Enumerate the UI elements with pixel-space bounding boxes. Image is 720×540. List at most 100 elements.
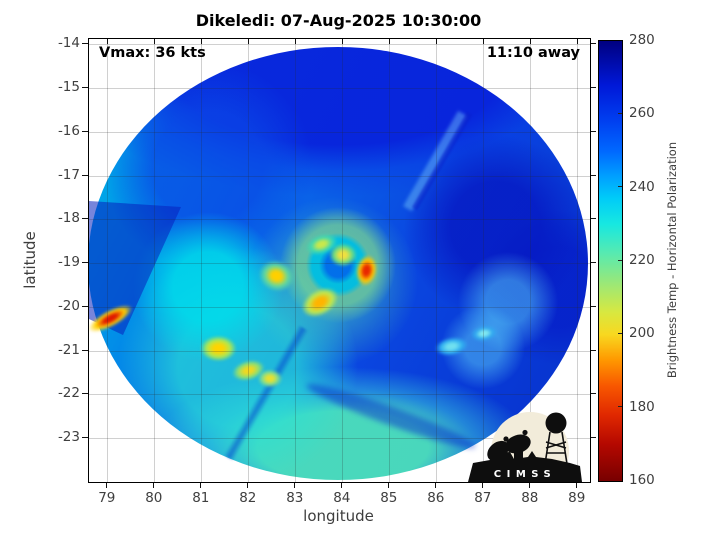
colorbar-tick-label: 220 <box>629 252 655 268</box>
x-tick-label: 86 <box>427 490 445 506</box>
y-tick-mark-right <box>591 349 596 351</box>
y-tick-mark-right <box>591 262 596 264</box>
y-tick-mark-right <box>591 437 596 439</box>
x-tick-mark <box>341 483 343 488</box>
gridline <box>154 39 156 482</box>
colorbar-tick-mark <box>618 112 622 114</box>
colorbar-tick-label: 260 <box>629 105 655 122</box>
y-tick-label: -16 <box>57 122 80 139</box>
gridline <box>89 394 590 396</box>
colorbar-tick-mark <box>618 332 622 334</box>
cimss-banner <box>468 451 582 482</box>
cimss-text: CIMSS <box>494 469 556 480</box>
y-tick-label: -14 <box>57 35 80 52</box>
gridline <box>248 39 250 482</box>
x-tick-label: 83 <box>286 490 304 506</box>
colorbar-label: Brightness Temp - Horizontal Polarizatio… <box>665 141 679 379</box>
y-axis-label: latitude <box>21 231 39 289</box>
x-tick-mark-top <box>201 39 203 44</box>
x-tick-label: 87 <box>474 490 492 506</box>
x-tick-label: 79 <box>98 490 116 506</box>
y-tick-mark-right <box>591 218 596 220</box>
y-tick-mark <box>82 43 88 45</box>
colorbar-tick-label: 160 <box>629 472 655 488</box>
x-tick-label: 88 <box>521 490 539 506</box>
x-tick-mark-top <box>389 39 391 44</box>
y-tick-mark <box>82 218 88 220</box>
gridline <box>89 350 590 352</box>
x-tick-label: 89 <box>568 490 586 506</box>
y-tick-mark <box>82 393 88 395</box>
y-tick-mark <box>82 174 88 176</box>
gridline <box>89 175 590 177</box>
y-tick-mark-right <box>591 174 596 176</box>
y-tick-mark-right <box>591 393 596 395</box>
x-tick-mark-top <box>530 39 532 44</box>
x-tick-mark <box>247 483 249 488</box>
y-tick-mark-right <box>591 305 596 307</box>
y-tick-mark <box>82 305 88 307</box>
x-tick-mark <box>294 483 296 488</box>
y-tick-mark <box>82 86 88 88</box>
x-tick-label: 80 <box>145 490 163 506</box>
gridline <box>201 39 203 482</box>
time-away-annotation: 11:10 away <box>486 45 580 61</box>
gridline <box>483 39 485 482</box>
x-tick-mark <box>106 483 108 488</box>
gridline <box>436 39 438 482</box>
y-tick-mark <box>82 437 88 439</box>
x-tick-mark <box>200 483 202 488</box>
y-tick-label: -23 <box>57 429 80 446</box>
gridline <box>89 219 590 221</box>
hotspot <box>252 365 287 391</box>
gridline <box>89 44 590 46</box>
y-tick-mark <box>82 349 88 351</box>
x-tick-mark-top <box>483 39 485 44</box>
gridline <box>342 39 344 482</box>
gridline <box>89 131 590 133</box>
colorbar-tick-label: 240 <box>629 178 655 195</box>
plot-title: Dikeledi: 07-Aug-2025 10:30:00 <box>195 11 482 30</box>
y-tick-label: -19 <box>57 254 80 271</box>
cimss-logo: CIMSS <box>468 412 582 482</box>
y-tick-mark-right <box>591 43 596 45</box>
x-tick-label: 81 <box>192 490 210 506</box>
y-tick-label: -18 <box>57 210 80 227</box>
gridline <box>577 39 579 482</box>
x-tick-mark-top <box>107 39 109 44</box>
gridline <box>89 306 590 308</box>
x-tick-label: 84 <box>333 490 351 506</box>
y-tick-mark <box>82 262 88 264</box>
x-tick-mark-top <box>248 39 250 44</box>
x-tick-mark-top <box>154 39 156 44</box>
colorbar <box>598 40 623 482</box>
colorbar-tick-mark <box>618 259 622 261</box>
x-tick-mark <box>388 483 390 488</box>
y-tick-label: -15 <box>57 78 80 95</box>
vmax-annotation: Vmax: 36 kts <box>99 45 206 61</box>
colorbar-tick-mark <box>618 186 622 188</box>
gridline <box>89 438 590 440</box>
y-tick-mark <box>82 130 88 132</box>
swath-clip <box>89 39 590 482</box>
gridline <box>295 39 297 482</box>
y-tick-label: -20 <box>57 297 80 314</box>
y-tick-mark-right <box>591 86 596 88</box>
gridline <box>107 39 109 482</box>
x-tick-label: 85 <box>380 490 398 506</box>
x-tick-mark <box>153 483 155 488</box>
y-tick-label: -17 <box>57 166 80 183</box>
gridline <box>89 263 590 265</box>
x-tick-mark <box>529 483 531 488</box>
x-tick-mark-top <box>342 39 344 44</box>
colorbar-tick-mark <box>618 406 622 408</box>
colorbar-tick-label: 200 <box>629 325 655 342</box>
y-tick-label: -21 <box>57 341 80 358</box>
x-axis-label: longitude <box>303 507 374 525</box>
x-tick-mark <box>482 483 484 488</box>
colorbar-tick-label: 280 <box>629 32 655 48</box>
x-tick-mark-top <box>295 39 297 44</box>
gridline <box>89 87 590 89</box>
plot-area: Vmax: 36 kts 11:10 away CIMSS <box>88 38 591 483</box>
